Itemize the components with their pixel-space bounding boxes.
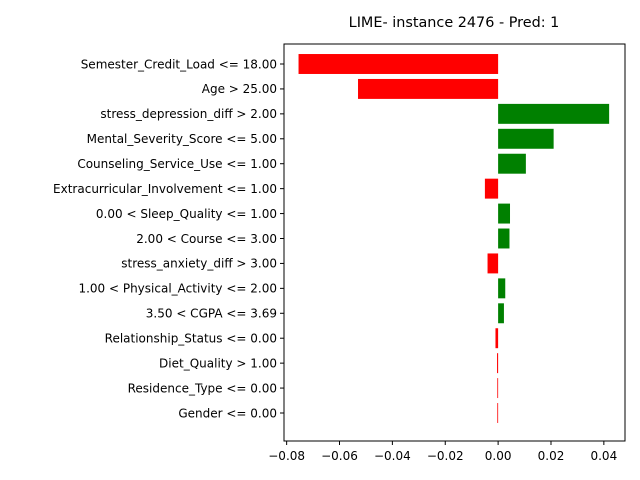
x-tick-label-6: 0.04 [590, 449, 617, 463]
y-tick-label-2: stress_depression_diff > 2.00 [100, 107, 277, 121]
bar-9 [498, 278, 506, 299]
x-tick-label-3: −0.02 [427, 449, 464, 463]
y-tick-label-0: Semester_Credit_Load <= 18.00 [81, 57, 277, 71]
y-tick-label-4: Counseling_Service_Use <= 1.00 [77, 157, 277, 171]
x-tick-label-5: 0.02 [538, 449, 565, 463]
y-tick-label-9: 1.00 < Physical_Activity <= 2.00 [78, 282, 277, 296]
y-tick-label-3: Mental_Severity_Score <= 5.00 [87, 132, 277, 146]
bar-4 [498, 153, 526, 174]
y-tick-label-5: Extracurricular_Involvement <= 1.00 [53, 182, 277, 196]
x-ticks-group: −0.08 −0.06 −0.04 −0.02 0.00 0.02 0.04 [268, 441, 617, 463]
bar-10 [498, 303, 504, 324]
y-tick-label-6: 0.00 < Sleep_Quality <= 1.00 [96, 207, 277, 221]
plot-frame [283, 43, 626, 442]
bar-6 [498, 203, 511, 224]
y-tick-label-13: Residence_Type <= 0.00 [128, 381, 277, 395]
chart-title: LIME- instance 2476 - Pred: 1 [349, 15, 560, 31]
bar-11 [495, 328, 499, 349]
x-tick-label-4: 0.00 [485, 449, 512, 463]
bar-2 [498, 103, 610, 124]
bar-3 [498, 128, 554, 149]
y-tick-label-8: stress_anxiety_diff > 3.00 [121, 257, 277, 271]
x-tick-label-2: −0.04 [374, 449, 411, 463]
y-tick-label-1: Age > 25.00 [202, 82, 277, 96]
bar-1 [358, 78, 499, 99]
y-tick-label-7: 2.00 < Course <= 3.00 [136, 232, 277, 246]
y-tick-label-12: Diet_Quality > 1.00 [159, 356, 277, 370]
bar-0 [298, 54, 499, 74]
y-ticks-group: Semester_Credit_Load <= 18.00 Age > 25.00… [53, 57, 284, 420]
bar-8 [487, 253, 499, 274]
bar-14 [497, 403, 499, 423]
x-tick-label-0: −0.08 [268, 449, 305, 463]
bar-13 [497, 378, 499, 399]
y-tick-label-10: 3.50 < CGPA <= 3.69 [146, 307, 277, 321]
x-tick-label-1: −0.06 [321, 449, 358, 463]
bar-5 [484, 178, 499, 199]
y-tick-label-14: Gender <= 0.00 [178, 406, 277, 420]
bars-group [298, 54, 610, 423]
bar-7 [498, 228, 510, 249]
bar-12 [497, 353, 499, 374]
y-tick-label-11: Relationship_Status <= 0.00 [105, 332, 277, 346]
